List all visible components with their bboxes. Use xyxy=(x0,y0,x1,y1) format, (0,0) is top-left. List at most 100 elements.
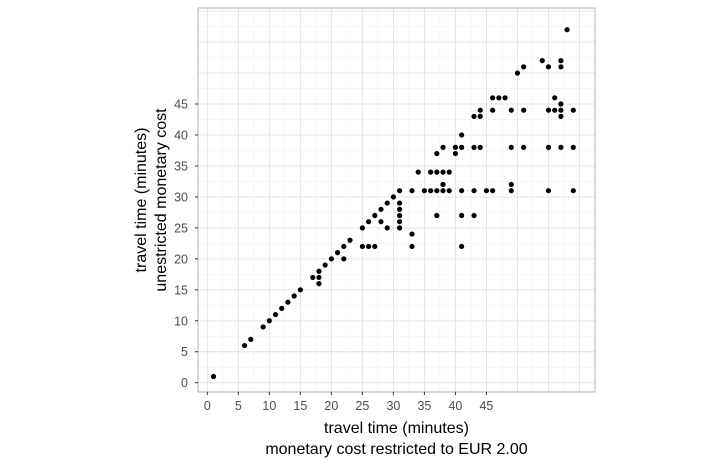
x-axis-title-line-1: travel time (minutes) xyxy=(324,420,469,437)
y-tick-label: 30 xyxy=(174,190,188,204)
data-point xyxy=(248,336,254,342)
x-tick-label: 30 xyxy=(386,399,400,413)
data-point xyxy=(521,144,527,150)
data-point xyxy=(446,188,452,194)
panel-background xyxy=(198,8,595,392)
data-point xyxy=(521,107,527,113)
data-point xyxy=(322,262,328,268)
data-point xyxy=(471,113,477,119)
y-tick-label: 15 xyxy=(174,283,188,297)
y-tick-label: 10 xyxy=(174,314,188,328)
data-point xyxy=(477,144,483,150)
data-point xyxy=(316,274,322,281)
data-point xyxy=(552,107,558,113)
data-point xyxy=(459,132,465,138)
x-tick-label: 20 xyxy=(324,399,338,413)
data-point xyxy=(378,206,384,212)
data-point xyxy=(545,64,552,70)
data-point xyxy=(260,324,266,330)
data-point xyxy=(421,188,428,194)
data-point xyxy=(415,169,421,175)
x-tick-label: 40 xyxy=(448,399,462,413)
data-point xyxy=(341,256,347,262)
data-point xyxy=(384,225,390,231)
data-point xyxy=(508,107,514,113)
data-point xyxy=(428,188,434,194)
data-point xyxy=(434,212,440,219)
data-points xyxy=(210,27,576,380)
x-tick-label: 10 xyxy=(262,399,276,413)
data-point xyxy=(490,107,496,113)
data-point xyxy=(397,188,403,194)
y-tick-label: 25 xyxy=(174,221,188,235)
data-point xyxy=(496,95,502,101)
data-point xyxy=(291,293,297,299)
data-point xyxy=(397,212,403,219)
data-point xyxy=(440,169,446,175)
data-point xyxy=(545,144,552,150)
x-tick-label: 15 xyxy=(293,399,307,413)
data-point xyxy=(397,200,403,206)
data-point xyxy=(558,144,564,150)
data-point xyxy=(570,144,576,150)
data-point xyxy=(558,113,564,119)
data-point xyxy=(409,243,415,250)
data-point xyxy=(471,212,477,219)
data-point xyxy=(434,150,440,157)
data-point xyxy=(521,64,527,70)
data-point xyxy=(409,188,415,194)
data-point xyxy=(440,181,446,188)
data-point xyxy=(490,188,496,194)
data-point xyxy=(471,144,477,150)
data-point xyxy=(316,281,322,287)
y-tick-label: 20 xyxy=(174,252,188,266)
y-tick-label: 0 xyxy=(181,376,188,390)
data-point xyxy=(471,188,477,194)
data-point xyxy=(266,318,272,324)
data-point xyxy=(390,194,396,200)
data-point xyxy=(440,144,446,150)
data-point xyxy=(372,212,378,219)
data-point xyxy=(558,64,564,70)
major-gridlines xyxy=(198,8,595,392)
data-point xyxy=(477,107,483,113)
data-point xyxy=(545,107,552,113)
data-point xyxy=(365,219,372,225)
data-point xyxy=(372,243,378,250)
data-point xyxy=(452,150,459,157)
y-axis-ticks: 0 5 10 15 20 25 30 35 40 45 xyxy=(174,98,198,390)
data-point xyxy=(359,243,365,250)
data-point xyxy=(459,212,465,219)
data-point xyxy=(428,169,434,175)
x-tick-label: 25 xyxy=(355,399,369,413)
data-point xyxy=(409,231,415,237)
data-point xyxy=(459,144,465,150)
data-point xyxy=(558,101,564,107)
data-point xyxy=(341,243,347,250)
data-point xyxy=(545,188,552,194)
data-point xyxy=(210,373,217,380)
data-point xyxy=(359,225,365,231)
data-point xyxy=(564,27,570,33)
data-point xyxy=(347,237,353,243)
data-point xyxy=(334,250,341,256)
data-point xyxy=(328,256,334,262)
x-tick-label: 45 xyxy=(479,399,493,413)
data-point xyxy=(397,225,403,231)
data-point xyxy=(459,243,465,250)
data-point xyxy=(297,287,303,293)
data-point xyxy=(558,107,564,113)
data-point xyxy=(434,169,440,175)
data-point xyxy=(502,95,508,101)
data-point xyxy=(384,200,390,206)
data-point xyxy=(508,188,514,194)
y-axis-title-line-2: unestricted monetary cost xyxy=(153,108,170,292)
data-point xyxy=(483,188,490,194)
data-point xyxy=(279,305,285,311)
data-point xyxy=(397,219,403,225)
data-point xyxy=(459,188,465,194)
data-point xyxy=(365,243,372,250)
data-point xyxy=(378,219,384,225)
data-point xyxy=(477,113,483,119)
x-tick-label: 5 xyxy=(235,399,242,413)
